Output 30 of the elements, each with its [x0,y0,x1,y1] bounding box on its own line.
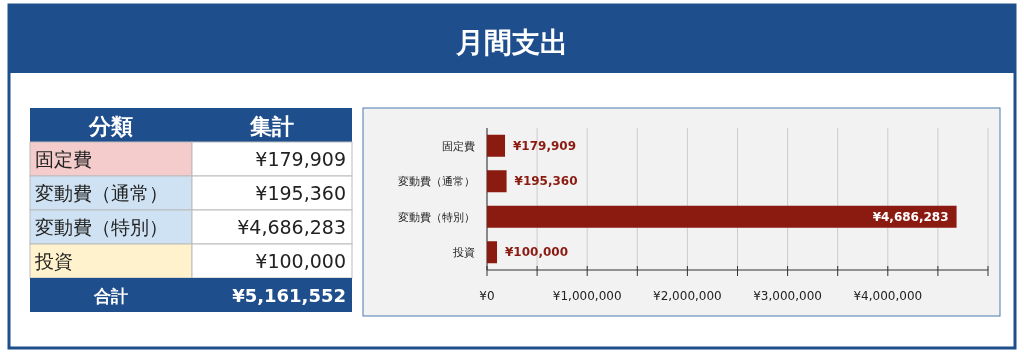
y-tick-label: 変動費（特別） [398,210,475,224]
text: ¥179,909 [513,138,577,153]
y-tick-label: 変動費（通常） [398,175,475,189]
x-tick-label: ¥2,000,000 [653,289,722,303]
chart-title: 月間支出 [455,26,568,59]
text: 集計 [250,114,294,139]
data-label: ¥4,686,283 [237,216,346,238]
text: 合計 [94,286,128,306]
category-label: 変動費（特別） [35,216,168,238]
x-tick-label: ¥4,000,000 [853,289,923,303]
x-tick-label: ¥3,000,000 [753,289,822,303]
category-label: 投資 [35,250,73,272]
category-label: 変動費（通常） [35,182,168,204]
bar [487,170,507,193]
x-tick-label: ¥1,000,000 [552,289,622,303]
text: ¥5,161,552 [232,285,346,306]
y-tick-label: 投資 [452,246,475,260]
x-tick-label: ¥0 [479,289,495,303]
text: ¥195,360 [514,174,578,189]
text: ¥100,000 [505,245,569,260]
y-tick-label: 固定費 [442,139,475,153]
category-label: 固定費 [35,148,92,170]
data-label: ¥100,000 [255,250,346,272]
data-label: ¥195,360 [255,182,346,204]
data-label: ¥179,909 [255,148,346,170]
bar [487,241,498,264]
bar [487,205,957,228]
bar [487,134,506,157]
text: ¥4,686,283 [872,209,949,224]
text: 分類 [89,114,133,139]
